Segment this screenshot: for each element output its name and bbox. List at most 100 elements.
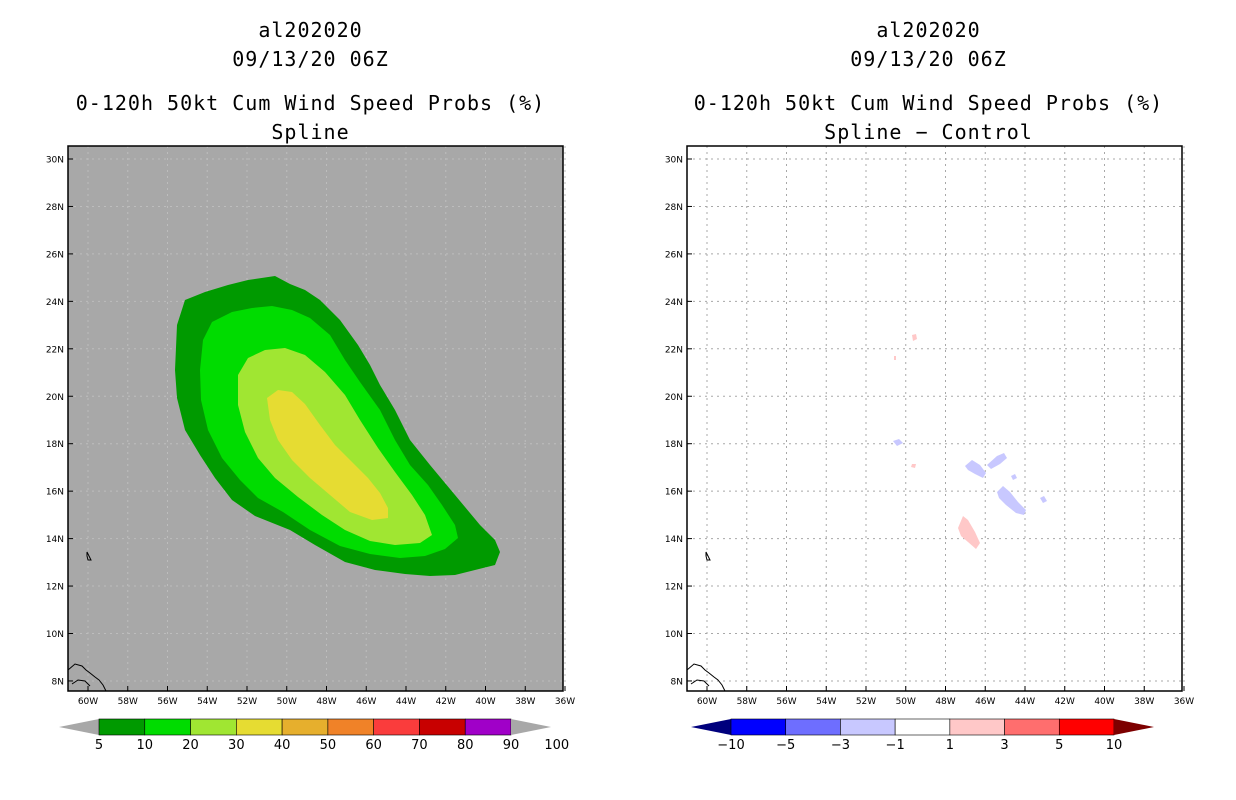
lat-label: 30N xyxy=(46,156,64,166)
lon-label: 38W xyxy=(1134,697,1154,707)
colorbar-swatch xyxy=(1058,718,1115,736)
lat-label: 14N xyxy=(46,535,64,545)
colorbar-swatch xyxy=(144,718,191,736)
left-storm-id: al202020 xyxy=(258,18,363,42)
lon-label: 44W xyxy=(396,697,416,707)
lon-label: 42W xyxy=(1055,697,1075,707)
lon-label: 54W xyxy=(197,697,217,707)
colorbar-label: 10 xyxy=(137,738,154,753)
left-map-frame xyxy=(67,145,564,692)
left-datetime: 09/13/20 06Z xyxy=(232,47,389,71)
lat-label: 24N xyxy=(665,298,683,308)
colorbar-label: 30 xyxy=(228,738,245,753)
diff-pos-blob-4 xyxy=(958,516,980,549)
colorbar-label: −3 xyxy=(831,738,850,753)
lon-label: 50W xyxy=(896,697,916,707)
lon-label: 52W xyxy=(856,697,876,707)
colorbar-label: 5 xyxy=(95,738,103,753)
diff-neg-blob-4 xyxy=(997,486,1026,515)
lat-label: 18N xyxy=(665,440,683,450)
lat-label: 10N xyxy=(665,630,683,640)
diff-neg-blob-6 xyxy=(1040,496,1047,503)
lon-label: 44W xyxy=(1015,697,1035,707)
lat-label: 14N xyxy=(665,535,683,545)
diff-neg-blob-5 xyxy=(1011,474,1017,480)
lat-label: 12N xyxy=(46,583,64,593)
lon-label: 36W xyxy=(555,697,575,707)
coastline-2 xyxy=(71,679,91,687)
colorbar-swatch xyxy=(785,718,841,736)
island-outline xyxy=(86,551,92,561)
colorbar-label: 3 xyxy=(1000,738,1008,753)
colorbar-swatch xyxy=(327,718,374,736)
diff-pos-blob-3 xyxy=(911,464,916,468)
left-product-title: 0-120h 50kt Cum Wind Speed Probs (%) xyxy=(75,91,546,115)
colorbar-swatch xyxy=(281,718,329,736)
lon-label: 56W xyxy=(776,697,796,707)
colorbar-label: 80 xyxy=(457,738,474,753)
lon-label: 48W xyxy=(316,697,336,707)
right-map: 30N 28N 26N 24N 22N 20N 18N 16N 14N 12N 10N 8N 60W 58… xyxy=(665,145,1194,707)
lon-label: 60W xyxy=(697,697,717,707)
right-colorbar: −10 −5 −3 −1 1 3 5 10 xyxy=(691,718,1154,753)
lat-label: 20N xyxy=(665,393,683,403)
colorbar-swatch xyxy=(1004,718,1060,736)
colorbar-label: 100 xyxy=(544,738,569,753)
diff-pos-blob-1 xyxy=(912,334,917,341)
lon-label: 56W xyxy=(157,697,177,707)
lat-label: 10N xyxy=(46,630,64,640)
lon-label: 52W xyxy=(237,697,257,707)
colorbar-under-triangle xyxy=(59,719,99,735)
lon-label: 54W xyxy=(816,697,836,707)
lat-label: 24N xyxy=(46,298,64,308)
diff-pos-blob-2 xyxy=(894,356,896,360)
lat-label: 26N xyxy=(46,250,64,260)
right-storm-id: al202020 xyxy=(876,18,981,42)
colorbar-over-triangle xyxy=(1114,719,1154,735)
colorbar-label: 40 xyxy=(274,738,291,753)
lat-label: 26N xyxy=(665,250,683,260)
diff-neg-blob-1 xyxy=(893,439,903,446)
colorbar-label: 1 xyxy=(946,738,954,753)
lat-label: 8N xyxy=(52,677,64,687)
colorbar-swatch xyxy=(236,718,283,736)
colorbar-swatch xyxy=(373,718,420,736)
colorbar-under-triangle xyxy=(691,719,731,735)
coastline xyxy=(67,663,107,692)
left-method-label: Spline xyxy=(271,120,350,144)
lat-label: 8N xyxy=(671,677,683,687)
lat-label: 28N xyxy=(46,203,64,213)
lon-label: 46W xyxy=(975,697,995,707)
colorbar-swatch xyxy=(730,718,787,736)
left-panel-title: al202020 09/13/20 06Z 0-120h 50kt Cum Wi… xyxy=(58,16,563,147)
lat-label: 22N xyxy=(665,345,683,355)
right-method-label: Spline − Control xyxy=(824,120,1033,144)
colorbar-label: −1 xyxy=(886,738,905,753)
lon-label: 46W xyxy=(356,697,376,707)
colorbar-swatch xyxy=(949,718,1005,736)
colorbar-swatch xyxy=(419,718,466,736)
right-grid xyxy=(687,146,1185,691)
lat-label: 30N xyxy=(665,156,683,166)
colorbar-swatch xyxy=(190,718,237,736)
right-product-title: 0-120h 50kt Cum Wind Speed Probs (%) xyxy=(693,91,1164,115)
right-map-frame xyxy=(686,145,1183,692)
lon-label: 38W xyxy=(515,697,535,707)
left-colorbar: 5 10 20 30 40 50 60 70 80 90 100 xyxy=(59,718,569,753)
lon-label: 50W xyxy=(277,697,297,707)
lat-label: 16N xyxy=(665,488,683,498)
left-map: 30N 28N 26N 24N 22N 20N 18N 16N 14N 12N 10N 8N 60W 58… xyxy=(46,145,575,708)
lon-label: 36W xyxy=(1174,697,1194,707)
right-map-background xyxy=(687,146,1182,691)
right-datetime: 09/13/20 06Z xyxy=(850,47,1007,71)
colorbar-label: 90 xyxy=(503,738,520,753)
lat-label: 12N xyxy=(665,583,683,593)
lon-label: 58W xyxy=(737,697,757,707)
island-outline-right xyxy=(705,551,711,561)
left-axis-ticks: 30N 28N 26N 24N 22N 20N 18N 16N 14N 12N 10N 8N 60W 58… xyxy=(46,156,575,708)
colorbar-label: −5 xyxy=(776,738,795,753)
colorbar-swatch xyxy=(464,718,512,736)
colorbar-label: 50 xyxy=(320,738,337,753)
lon-label: 58W xyxy=(118,697,138,707)
colorbar-label: 10 xyxy=(1106,738,1123,753)
